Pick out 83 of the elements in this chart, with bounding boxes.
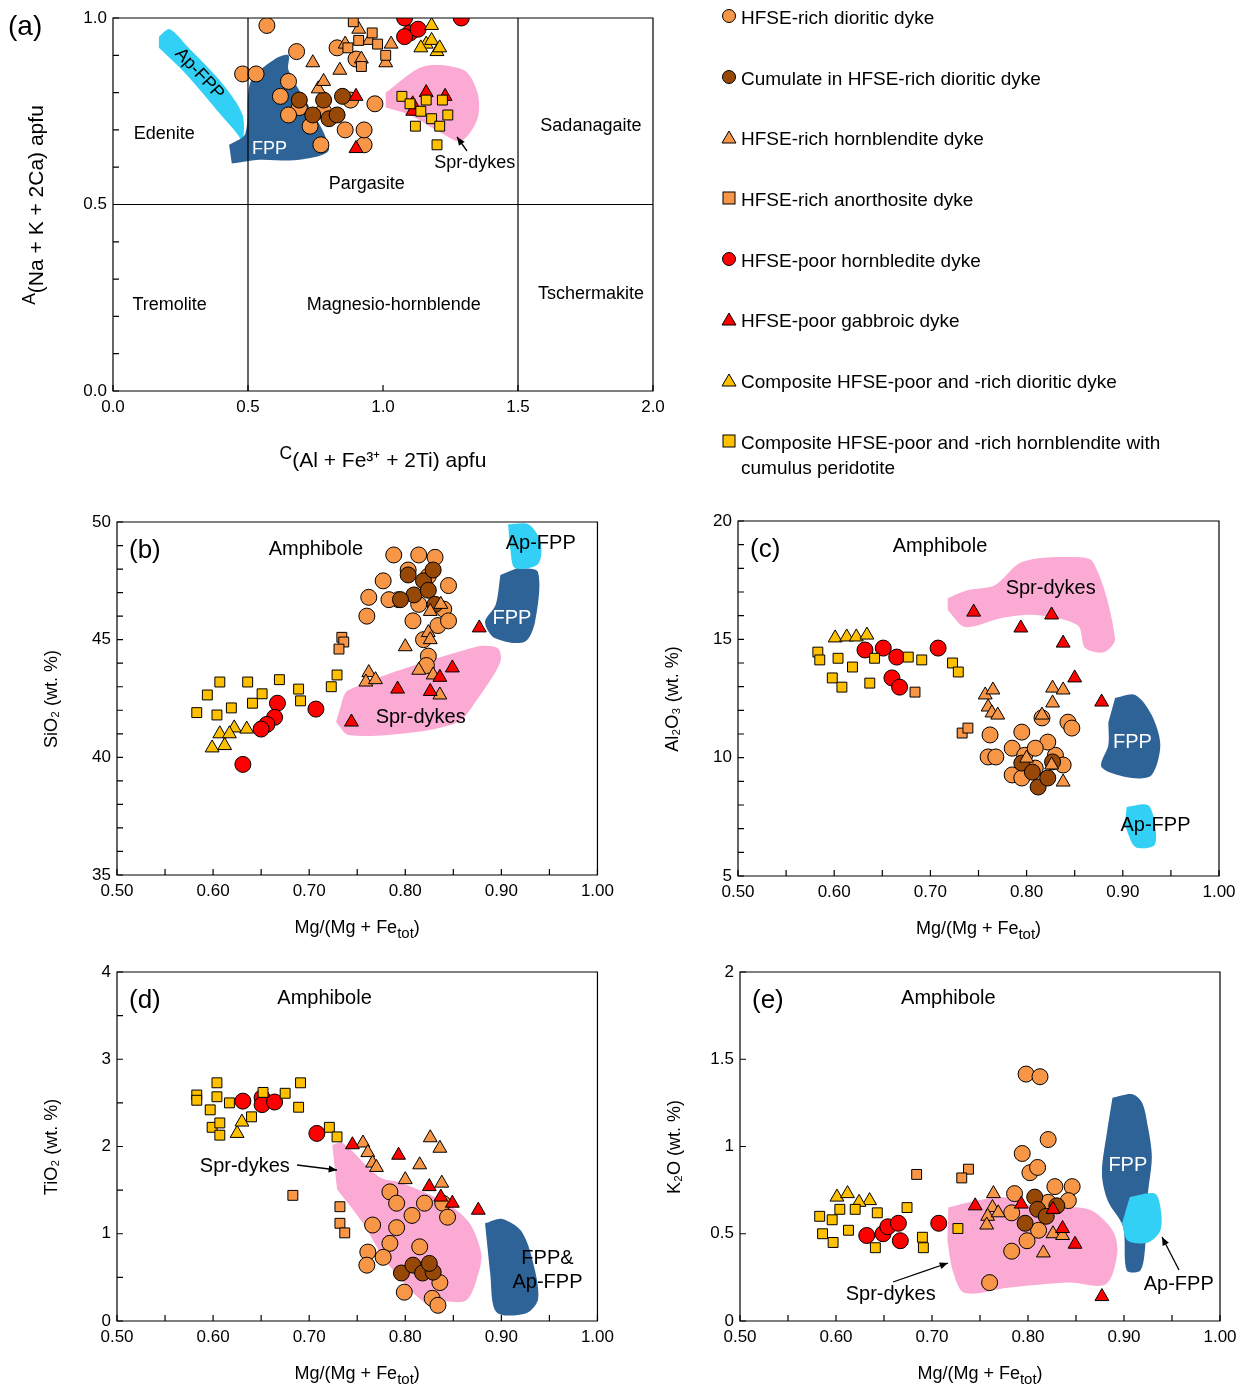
annotation: Spr-dykes xyxy=(845,1282,936,1305)
y-tick-label: 50 xyxy=(92,511,111,531)
x-tick-label: 2.0 xyxy=(641,396,665,416)
y-axis-title: TiO₂ (wt. %) xyxy=(41,1098,61,1195)
y-tick-label: 1.5 xyxy=(710,1048,734,1068)
x-tick-label: 0.70 xyxy=(292,880,326,900)
annotation: Spr-dykes xyxy=(199,1154,290,1177)
legend-label: HFSE-rich anorthosite dyke xyxy=(741,188,974,213)
annotation: Sadanagaite xyxy=(540,115,642,136)
annotation: Amphibole xyxy=(277,985,372,1008)
legend-label: HFSE-poor gabbroic dyke xyxy=(741,309,960,334)
y-tick-label: 4 xyxy=(101,961,111,981)
annotation: Edenite xyxy=(133,122,195,143)
x-axis-title: $^{C}$(Al + Fe³⁺ + 2Ti) apfu xyxy=(279,442,487,471)
annotation: FPP xyxy=(1112,729,1152,752)
annotation: Pargasite xyxy=(328,172,405,193)
annotation: Tschermakite xyxy=(537,282,644,303)
x-tick-label: 1.00 xyxy=(580,1326,614,1346)
x-tick-label: 0.70 xyxy=(915,1326,949,1346)
legend-label: HFSE-rich hornblendite dyke xyxy=(741,127,984,152)
x-axis-title: Mg/(Mg + Fe$_{tot}$) xyxy=(294,1363,420,1387)
x-tick-label: 0.80 xyxy=(1011,1326,1045,1346)
x-axis-title: Mg/(Mg + Fe$_{tot}$) xyxy=(917,1363,1043,1387)
y-tick-label: 45 xyxy=(92,629,111,649)
annotation: FPP xyxy=(1108,1153,1148,1176)
y-axis-title: Al₂O₃ (wt. %) xyxy=(662,645,682,752)
text: (e) xyxy=(752,984,784,1014)
x-tick-label: 0.90 xyxy=(484,1326,518,1346)
x-axis-title: Mg/(Mg + Fe$_{tot}$) xyxy=(915,918,1042,942)
y-axis-title: K₂O (wt. %) xyxy=(664,1099,684,1194)
x-tick-label: 0.80 xyxy=(388,880,422,900)
annotation: Spr-dykes xyxy=(1005,575,1096,598)
y-tick-label: 1 xyxy=(101,1223,111,1243)
legend-label: Cumulate in HFSE-rich dioritic dyke xyxy=(741,66,1041,91)
y-tick-label: 20 xyxy=(713,510,732,530)
y-tick-label: 15 xyxy=(713,629,732,649)
annotation: Amphibole xyxy=(901,985,996,1008)
annotation: Spr-dykes xyxy=(375,704,466,727)
x-tick-label: 1.00 xyxy=(1202,881,1236,901)
annotation: Tremolite xyxy=(132,294,207,315)
y-tick-label: 0.0 xyxy=(83,380,107,400)
legend-label: Composite HFSE-poor and -rich hornblendite with cumulus peridotite xyxy=(741,430,1162,480)
x-tick-label: 0.70 xyxy=(913,881,947,901)
y-tick-label: 2 xyxy=(724,961,734,981)
legend-label: HFSE-rich dioritic dyke xyxy=(741,6,935,30)
x-tick-label: 0.60 xyxy=(817,881,851,901)
text: (b) xyxy=(129,534,161,564)
y-tick-label: 0.5 xyxy=(710,1223,734,1243)
x-tick-label: 0.60 xyxy=(196,880,230,900)
y-tick-label: 1.0 xyxy=(83,7,107,27)
annotation: Spr-dykes xyxy=(434,152,516,173)
annotation: Amphibole xyxy=(268,536,364,559)
x-axis-title: Mg/(Mg + Fe$_{tot}$) xyxy=(294,917,420,941)
annotation: FPP xyxy=(252,137,288,158)
x-tick-label: 0.90 xyxy=(484,880,518,900)
legend-label: Composite HFSE-poor and -rich dioritic dyke xyxy=(741,370,1117,395)
x-tick-label: 0.80 xyxy=(388,1326,422,1346)
x-tick-label: 1.5 xyxy=(506,396,530,416)
x-tick-label: 0.5 xyxy=(236,396,260,416)
text: (c) xyxy=(750,533,781,563)
x-tick-label: 0.90 xyxy=(1107,1326,1141,1346)
y-tick-label: 1 xyxy=(724,1136,734,1156)
y-axis-title: SiO₂ (wt. %) xyxy=(41,649,61,748)
x-tick-label: 1.0 xyxy=(371,396,395,416)
annotation: FPP xyxy=(492,605,532,628)
legend-label: HFSE-poor hornbledite dyke xyxy=(741,248,981,273)
y-tick-label: 10 xyxy=(713,747,732,767)
annotation: Amphibole xyxy=(892,534,988,557)
y-tick-label: 40 xyxy=(92,747,111,767)
annotation: Ap-FPP xyxy=(1143,1271,1214,1294)
x-tick-label: 0.70 xyxy=(292,1326,326,1346)
x-tick-label: 1.00 xyxy=(1203,1326,1237,1346)
chart-title: (a) xyxy=(8,10,43,41)
annotation: Magnesio-hornblende xyxy=(306,294,481,315)
y-tick-label: 2 xyxy=(101,1136,111,1156)
y-tick-label: 0.5 xyxy=(83,194,107,214)
x-tick-label: 0.80 xyxy=(1010,881,1044,901)
x-tick-label: 0.60 xyxy=(196,1326,230,1346)
x-tick-label: 1.00 xyxy=(580,880,614,900)
x-tick-label: 0.60 xyxy=(819,1326,853,1346)
text: (d) xyxy=(129,984,161,1014)
y-tick-label: 3 xyxy=(101,1048,111,1068)
x-tick-label: 0.90 xyxy=(1106,881,1140,901)
